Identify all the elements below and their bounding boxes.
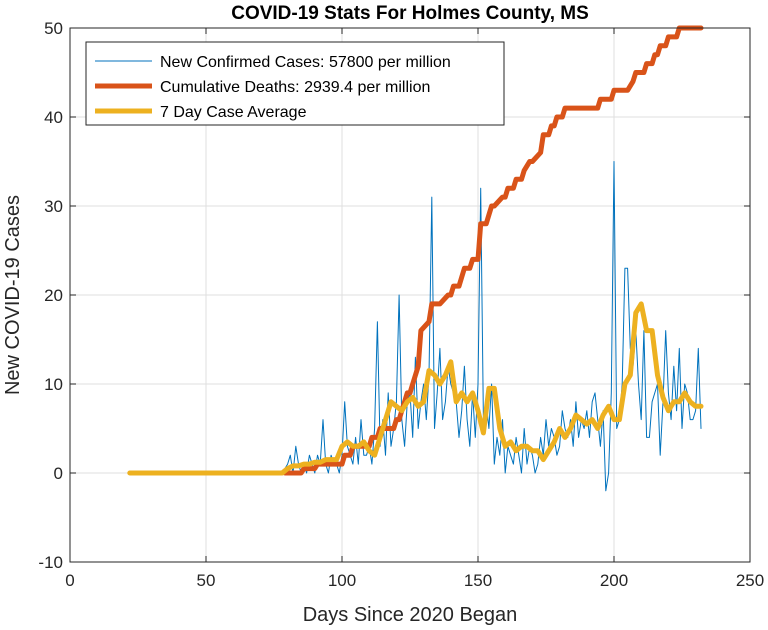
- x-tick-label: 150: [464, 571, 492, 590]
- x-tick-label: 200: [600, 571, 628, 590]
- series-layer: [127, 25, 704, 492]
- y-tick-label: 30: [44, 197, 63, 216]
- legend-box: [85, 41, 505, 126]
- chart-title: COVID-19 Stats For Holmes County, MS: [231, 3, 589, 24]
- x-tick-label: 250: [736, 571, 764, 590]
- x-tick-label: 0: [65, 571, 74, 590]
- series-cumulative-deaths-line: [282, 25, 704, 476]
- y-axis-label: New COVID-19 Cases: [2, 195, 24, 395]
- x-axis-label: Days Since 2020 Began: [303, 604, 518, 626]
- y-tick-label: 40: [44, 108, 63, 127]
- y-tick-label: 0: [54, 464, 63, 483]
- legend-entry-label: 7 Day Case Average: [160, 104, 307, 121]
- y-tick-label: 50: [44, 19, 63, 38]
- legend: New Confirmed Cases: 57800 per million Cu…: [85, 41, 505, 126]
- x-tick-label: 50: [197, 571, 216, 590]
- legend-entry-label: New Confirmed Cases: 57800 per million: [160, 54, 451, 71]
- legend-entry-label: Cumulative Deaths: 2939.4 per million: [160, 79, 430, 96]
- series-7-day-average-line: [127, 301, 704, 476]
- y-tick-label: 10: [44, 375, 63, 394]
- y-tick-label: -10: [38, 553, 63, 572]
- x-tick-label: 100: [328, 571, 356, 590]
- y-tick-label: 20: [44, 286, 63, 305]
